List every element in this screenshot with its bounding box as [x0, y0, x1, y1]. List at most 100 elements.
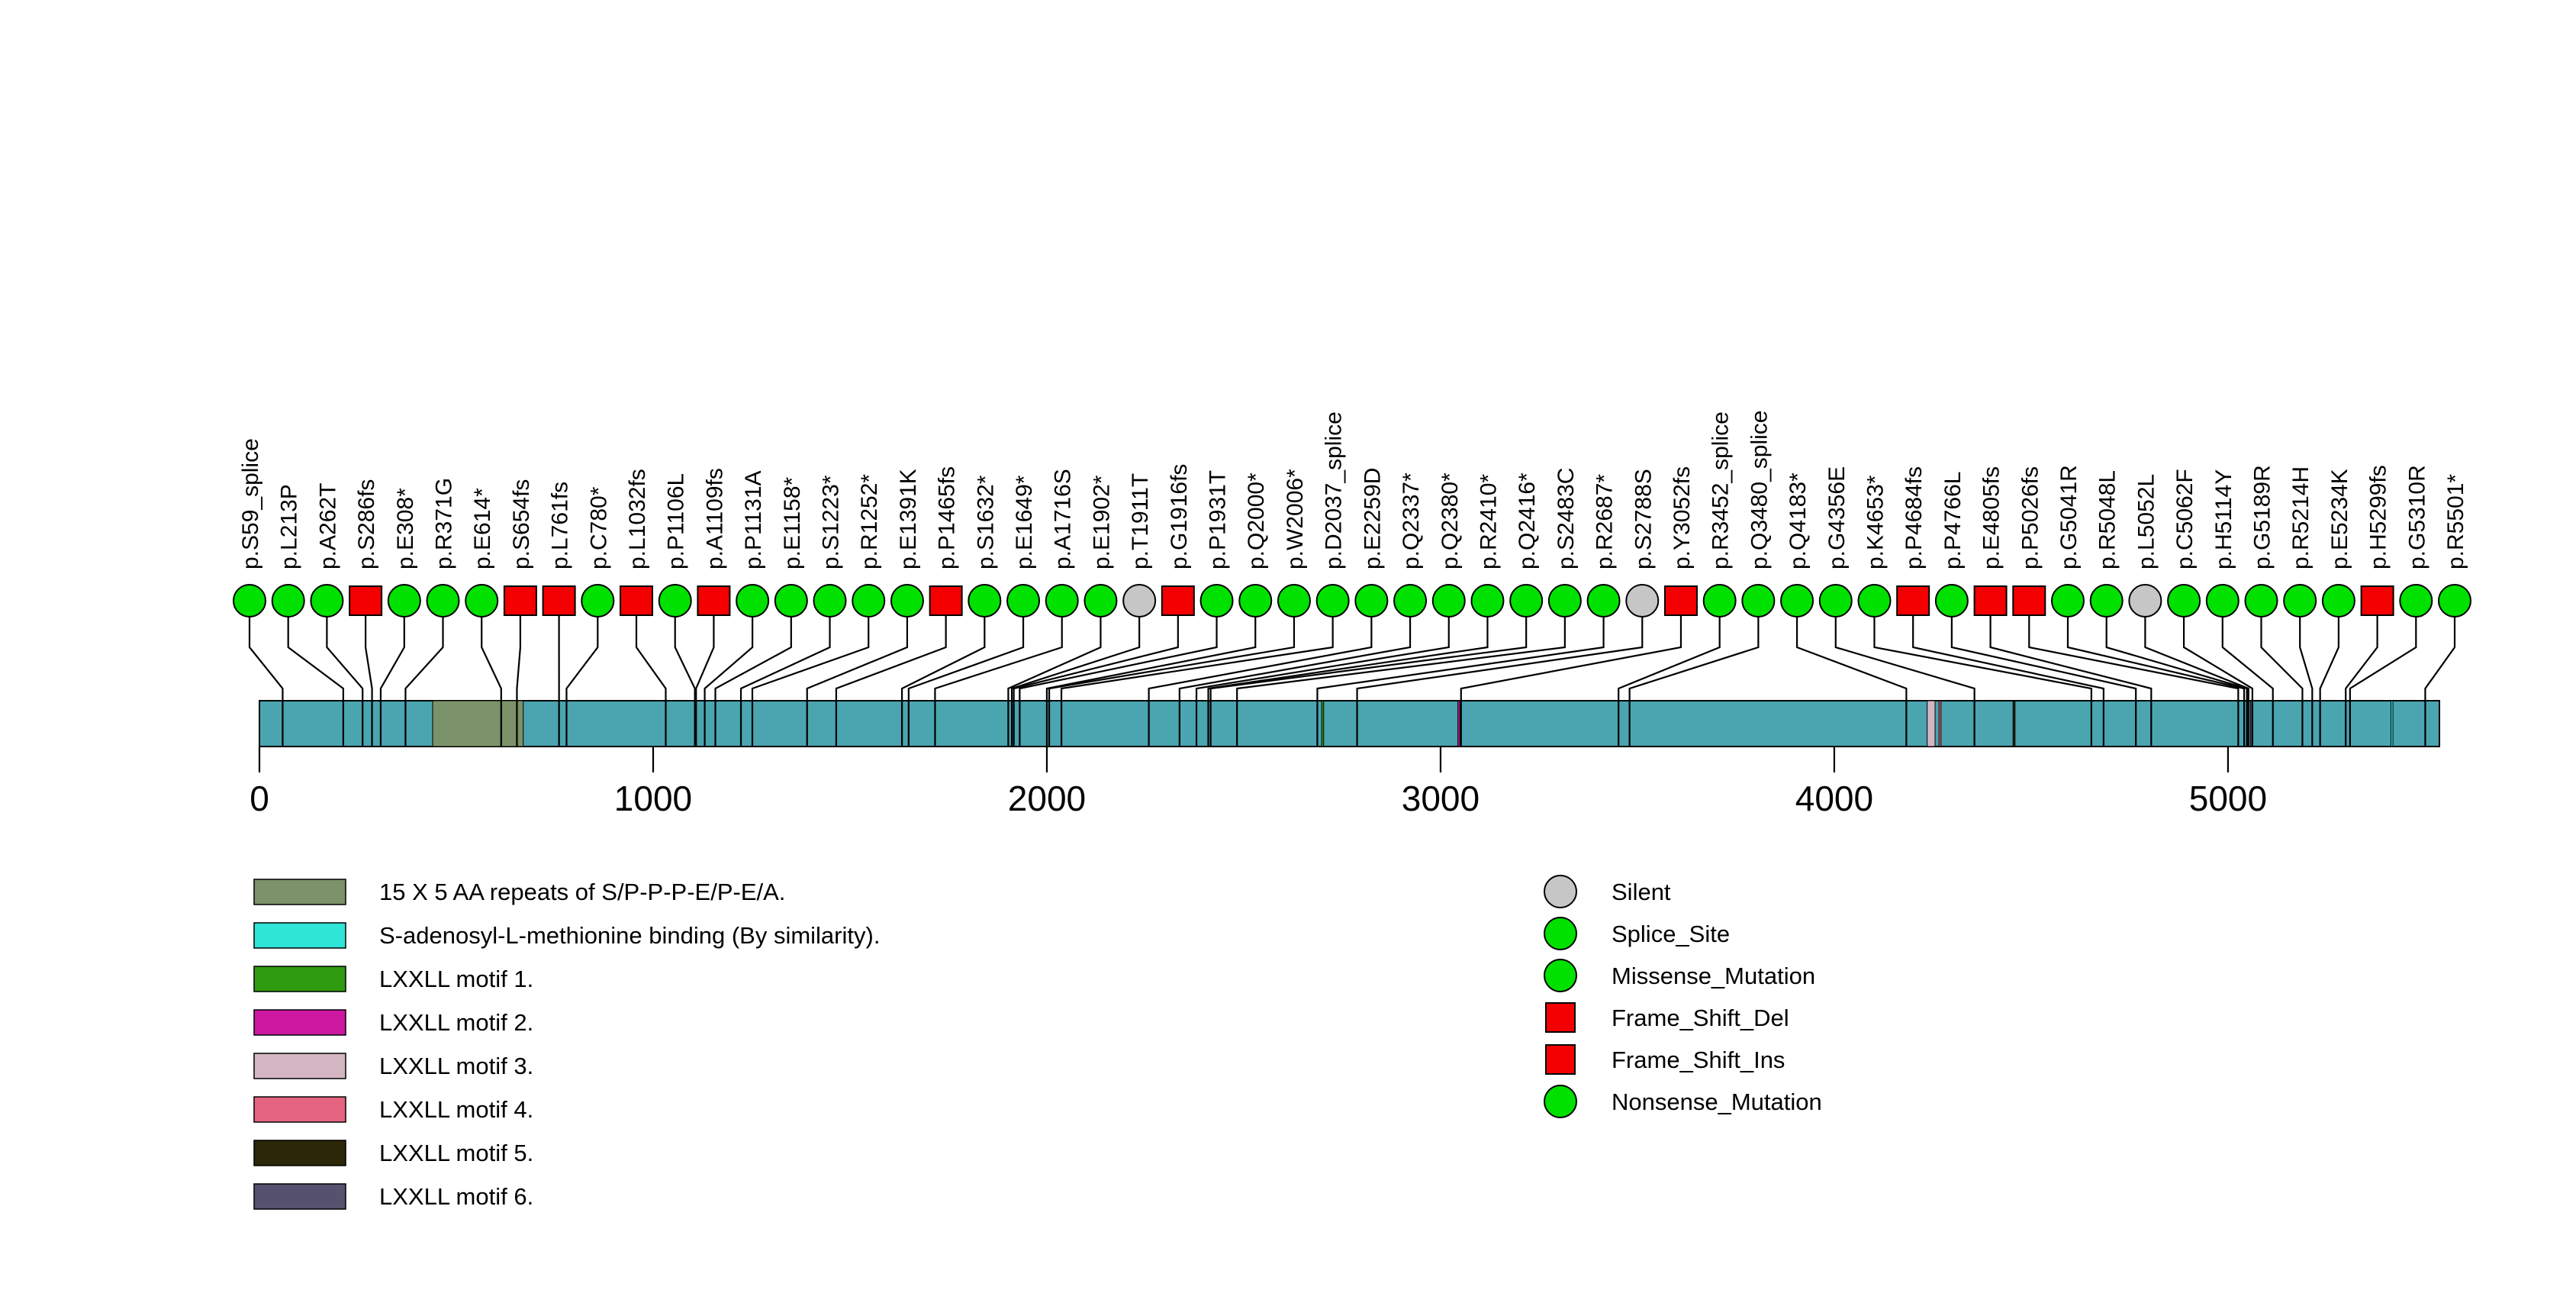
lollipop-stem — [907, 615, 1025, 747]
mutation-marker — [233, 584, 266, 618]
mutation-label: p.A1109fs — [702, 468, 727, 569]
mutation-marker — [2205, 584, 2240, 618]
axis-tick-label: 1000 — [614, 779, 692, 818]
mutation-marker — [1277, 584, 1311, 618]
mutation-label: p.R5048L — [2095, 470, 2120, 569]
lollipop-stem — [2345, 615, 2378, 747]
lollipop-stem — [404, 615, 444, 747]
mutation-type-legend-marker — [1544, 917, 1577, 950]
mutation-label: p.E5234K — [2327, 469, 2352, 569]
mutation-marker — [813, 584, 847, 618]
lollipop-stem — [1209, 615, 1528, 747]
mutation-label: p.A262T — [315, 483, 340, 569]
mutation-label: p.P1131A — [741, 470, 766, 569]
mutation-marker — [1780, 584, 1814, 618]
mutation-label: p.E614* — [470, 488, 495, 569]
mutation-marker — [1122, 584, 1157, 618]
mutation-label: p.E2259D — [1360, 468, 1385, 569]
mutation-label: p.R371G — [432, 478, 457, 569]
domain-block-5 — [1927, 700, 1936, 747]
mutation-marker — [774, 584, 808, 618]
lollipop-stem — [2299, 615, 2314, 747]
mutation-type-legend-marker — [1544, 959, 1577, 992]
mutation-marker — [2167, 584, 2201, 618]
lollipop-stem — [1989, 615, 2153, 747]
mutation-type-legend-marker — [1545, 1002, 1576, 1033]
mutation-label: p.R1252* — [857, 474, 882, 569]
lollipop-stem — [365, 615, 373, 747]
domain-legend-swatch — [253, 1053, 346, 1079]
mutation-type-legend-label: Nonsense_Mutation — [1612, 1088, 1822, 1115]
mutation-label: p.S1632* — [973, 475, 998, 569]
mutation-marker — [581, 584, 615, 618]
domain-block-7 — [2012, 700, 2016, 747]
lollipop-stem — [1912, 615, 2104, 747]
lollipop-stem — [2349, 615, 2417, 747]
lollipop-stem — [1873, 615, 2092, 747]
mutation-marker — [1934, 584, 1969, 618]
lollipop-stem — [900, 615, 986, 747]
mutation-marker — [1663, 585, 1698, 616]
lollipop-stem — [751, 615, 870, 747]
mutation-type-legend-label: Frame_Shift_Ins — [1612, 1047, 1785, 1073]
mutation-label: p.G5041R — [2056, 465, 2082, 569]
mutation-marker — [1586, 584, 1621, 618]
domain-legend-swatch — [253, 922, 346, 949]
mutation-marker — [2321, 584, 2355, 618]
domain-legend-label: LXXLL motif 5. — [379, 1140, 533, 1166]
domain-block-6 — [1938, 700, 1942, 747]
lollipop-stem — [1460, 615, 1682, 747]
lollipop-stem — [287, 615, 345, 747]
domain-legend-label: LXXLL motif 6. — [379, 1183, 533, 1210]
mutation-marker — [1509, 584, 1544, 618]
mutation-label: p.S1223* — [819, 475, 844, 569]
protein-bar — [259, 700, 2440, 747]
mutation-type-legend-marker — [1545, 1044, 1576, 1075]
mutation-marker — [503, 585, 537, 616]
mutation-label: p.L5052L — [2133, 474, 2159, 569]
mutation-label: p.R2687* — [1592, 474, 1618, 569]
mutation-marker — [697, 585, 731, 616]
mutation-marker — [426, 584, 460, 618]
lollipop-stem — [2182, 615, 2254, 747]
mutation-marker — [310, 584, 344, 618]
lollipop-stem — [2105, 615, 2248, 747]
lollipop-stem — [695, 615, 715, 747]
mutation-marker — [2244, 584, 2278, 618]
lollipop-stem — [2260, 615, 2304, 747]
mutation-marker — [465, 584, 499, 618]
mutation-marker — [890, 584, 924, 618]
mutation-marker — [1315, 584, 1350, 618]
mutation-label: p.P4766L — [1940, 472, 1966, 569]
mutation-label: p.S59_splice — [238, 438, 263, 569]
axis-tick-label: 0 — [250, 779, 269, 818]
mutation-marker — [1470, 584, 1505, 618]
lollipop-stem — [2424, 615, 2456, 747]
lollipop-stem — [481, 615, 502, 747]
mutation-label: p.Q2416* — [1515, 472, 1540, 569]
mutation-label: p.R3452_splice — [1708, 411, 1734, 569]
lollipop-stem — [2028, 615, 2240, 747]
lollipop-stem — [1795, 615, 1908, 747]
mutation-label: p.P4684fs — [1901, 466, 1927, 569]
axis-tick-label: 3000 — [1402, 779, 1480, 818]
mutation-label: p.R2410* — [1476, 474, 1501, 569]
mutation-marker — [736, 584, 770, 618]
domain-legend-swatch — [253, 1183, 346, 1210]
lollipop-stem — [1834, 615, 1975, 747]
lollipop-stem — [2319, 615, 2339, 747]
domain-block-2 — [2391, 700, 2394, 747]
domain-legend-label: S-adenosyl-L-methionine binding (By simi… — [379, 922, 880, 949]
mutation-marker — [1084, 584, 1118, 618]
mutation-label: p.Q4183* — [1785, 472, 1811, 569]
mutation-marker — [2283, 584, 2317, 618]
mutation-marker — [1238, 584, 1273, 618]
mutation-marker — [1161, 585, 1195, 616]
mutation-marker — [2089, 584, 2124, 618]
mutation-type-legend-label: Missense_Mutation — [1612, 963, 1815, 989]
mutation-label: p.E1391K — [896, 469, 921, 569]
domain-block-1 — [432, 700, 524, 747]
mutation-label: p.D2037_splice — [1322, 411, 1347, 569]
